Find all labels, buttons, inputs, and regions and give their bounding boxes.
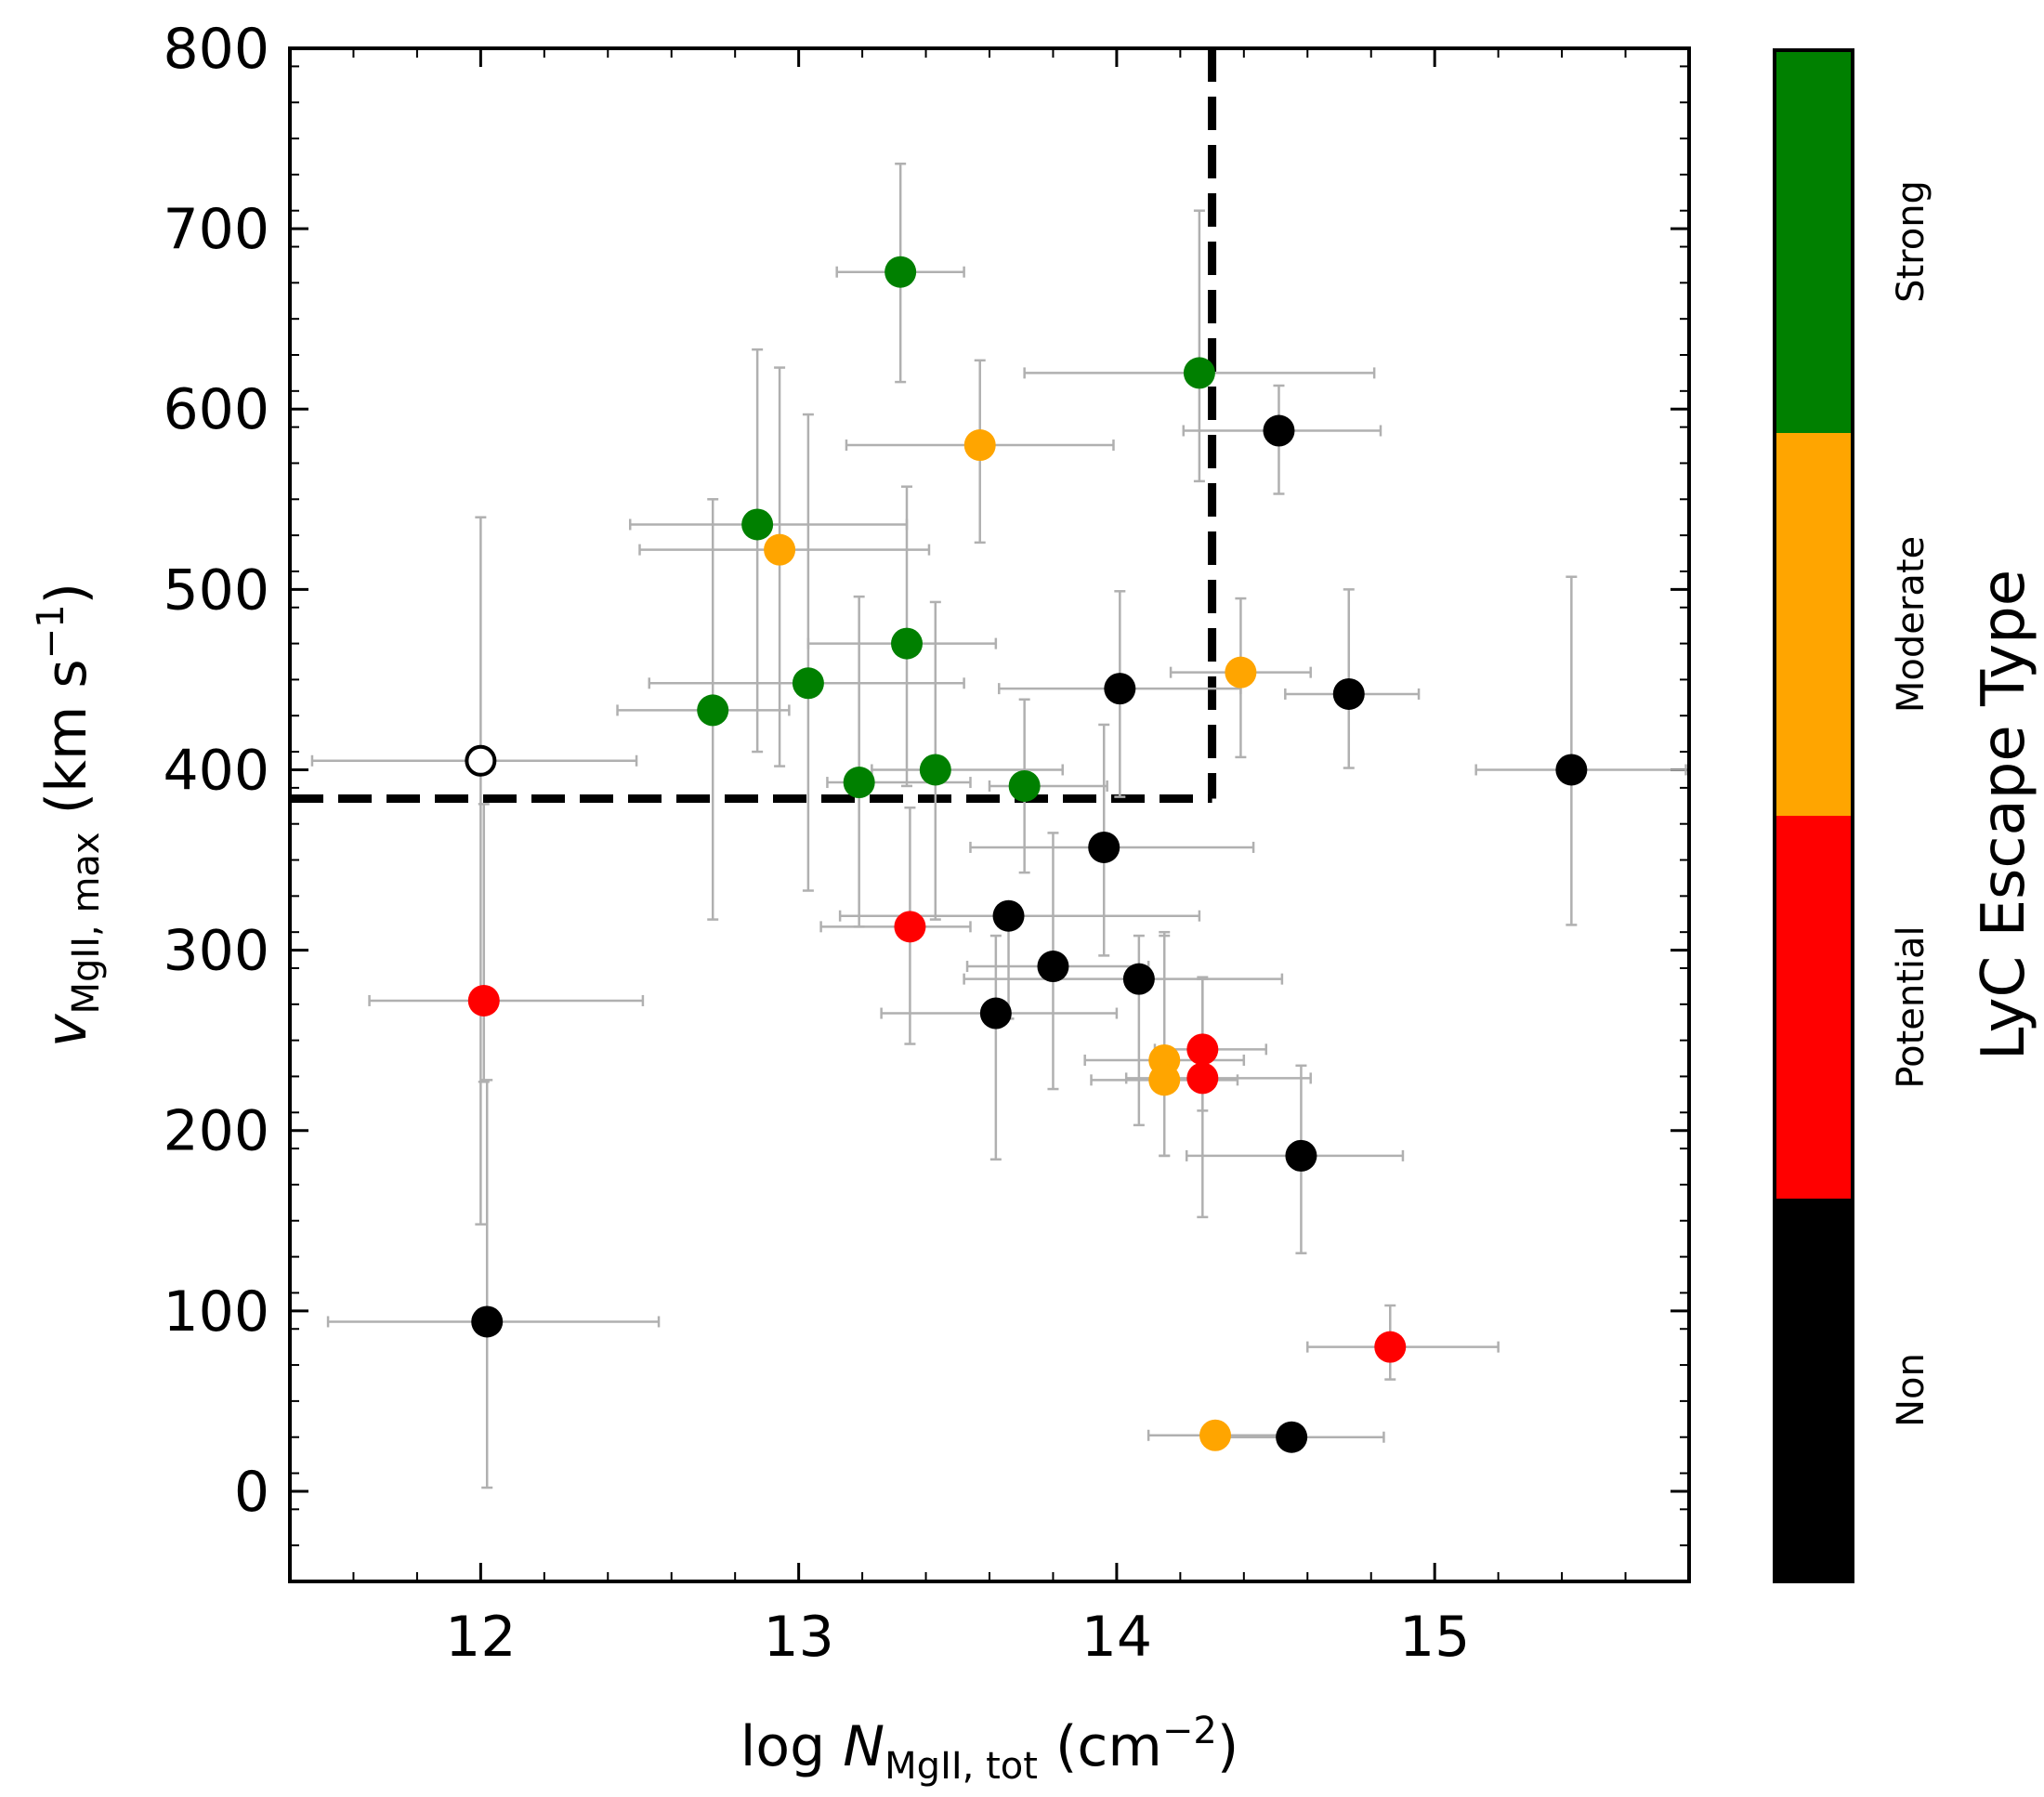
y-tick-label: 400 <box>163 738 269 803</box>
colorbar-label-moderate: Moderate <box>1890 536 1933 713</box>
y-axis-ticks: 0 100 200 300 400 500 600 700 800 <box>163 17 1689 1582</box>
data-point-potential <box>1186 1033 1219 1066</box>
data-point-strong <box>1183 357 1215 389</box>
scatter-plot: 0 100 200 300 400 500 600 700 800 12 13 14 15 <box>163 17 1691 1670</box>
threshold-lines <box>290 48 1217 804</box>
colorbar-segment-moderate <box>1775 433 1853 816</box>
data-point-potential <box>467 984 500 1017</box>
data-point-non <box>992 899 1025 932</box>
colorbar-title: LyC Escape Type <box>1970 570 2038 1060</box>
data-point-strong <box>741 508 774 541</box>
data-point-non <box>1122 963 1155 995</box>
data-point-unclassified <box>465 744 497 777</box>
colorbar-label-potential: Potential <box>1890 925 1933 1088</box>
data-point-non <box>979 997 1012 1030</box>
colorbar-segments <box>1775 50 1853 1581</box>
colorbar-segment-strong <box>1775 50 1853 433</box>
y-tick-label: 0 <box>234 1460 269 1525</box>
data-point-potential <box>894 911 926 943</box>
y-tick-label: 500 <box>163 557 269 623</box>
x-tick-label: 14 <box>1081 1605 1152 1670</box>
data-point-non <box>1263 414 1295 447</box>
y-tick-label: 700 <box>163 197 269 262</box>
data-point-strong <box>843 767 875 799</box>
data-point-non <box>1332 677 1365 710</box>
data-point-potential <box>1186 1062 1219 1095</box>
y-tick-label: 600 <box>163 377 269 442</box>
y-tick-label: 200 <box>163 1099 269 1164</box>
plot-frame <box>288 46 1691 1583</box>
error-bars <box>310 162 1687 1489</box>
data-point-non <box>1276 1421 1308 1453</box>
data-points <box>465 256 1588 1453</box>
data-point-strong <box>697 694 729 727</box>
data-point-non <box>1285 1139 1317 1172</box>
data-point-non <box>471 1305 504 1338</box>
data-point-moderate <box>1148 1064 1181 1096</box>
data-point-non <box>1104 673 1136 705</box>
data-point-strong <box>891 627 924 660</box>
data-point-moderate <box>764 533 796 566</box>
data-point-strong <box>919 754 951 786</box>
data-point-moderate <box>1199 1419 1232 1451</box>
data-point-strong <box>884 256 917 288</box>
colorbar-segment-potential <box>1775 816 1853 1199</box>
y-tick-label: 300 <box>163 919 269 984</box>
data-point-moderate <box>1225 656 1257 689</box>
data-point-non <box>1088 831 1120 863</box>
data-point-non <box>1555 754 1588 786</box>
x-axis-ticks: 12 13 14 15 <box>289 48 1690 1670</box>
x-axis-label: log NMgII, tot (cm−2) <box>740 1710 1239 1788</box>
data-point-strong <box>792 667 824 700</box>
data-point-strong <box>1008 769 1041 802</box>
colorbar-frame <box>1773 48 1854 1583</box>
y-tick-label: 800 <box>163 17 269 82</box>
y-tick-label: 100 <box>163 1279 269 1344</box>
x-tick-label: 12 <box>445 1605 516 1670</box>
data-point-moderate <box>963 429 996 462</box>
colorbar-label-strong: Strong <box>1890 180 1933 303</box>
colorbar: Non Potential Moderate Strong LyC Escape Ty… <box>1773 48 2038 1583</box>
colorbar-segment-non <box>1775 1199 1853 1581</box>
x-tick-label: 13 <box>763 1605 833 1670</box>
data-point-potential <box>1374 1331 1407 1363</box>
colorbar-label-non: Non <box>1890 1353 1933 1427</box>
data-point-non <box>1037 951 1069 983</box>
colorbar-labels: Non Potential Moderate Strong <box>1890 180 1933 1427</box>
y-axis-label: vMgII, max (km s−1) <box>30 583 108 1047</box>
x-tick-label: 15 <box>1399 1605 1470 1670</box>
